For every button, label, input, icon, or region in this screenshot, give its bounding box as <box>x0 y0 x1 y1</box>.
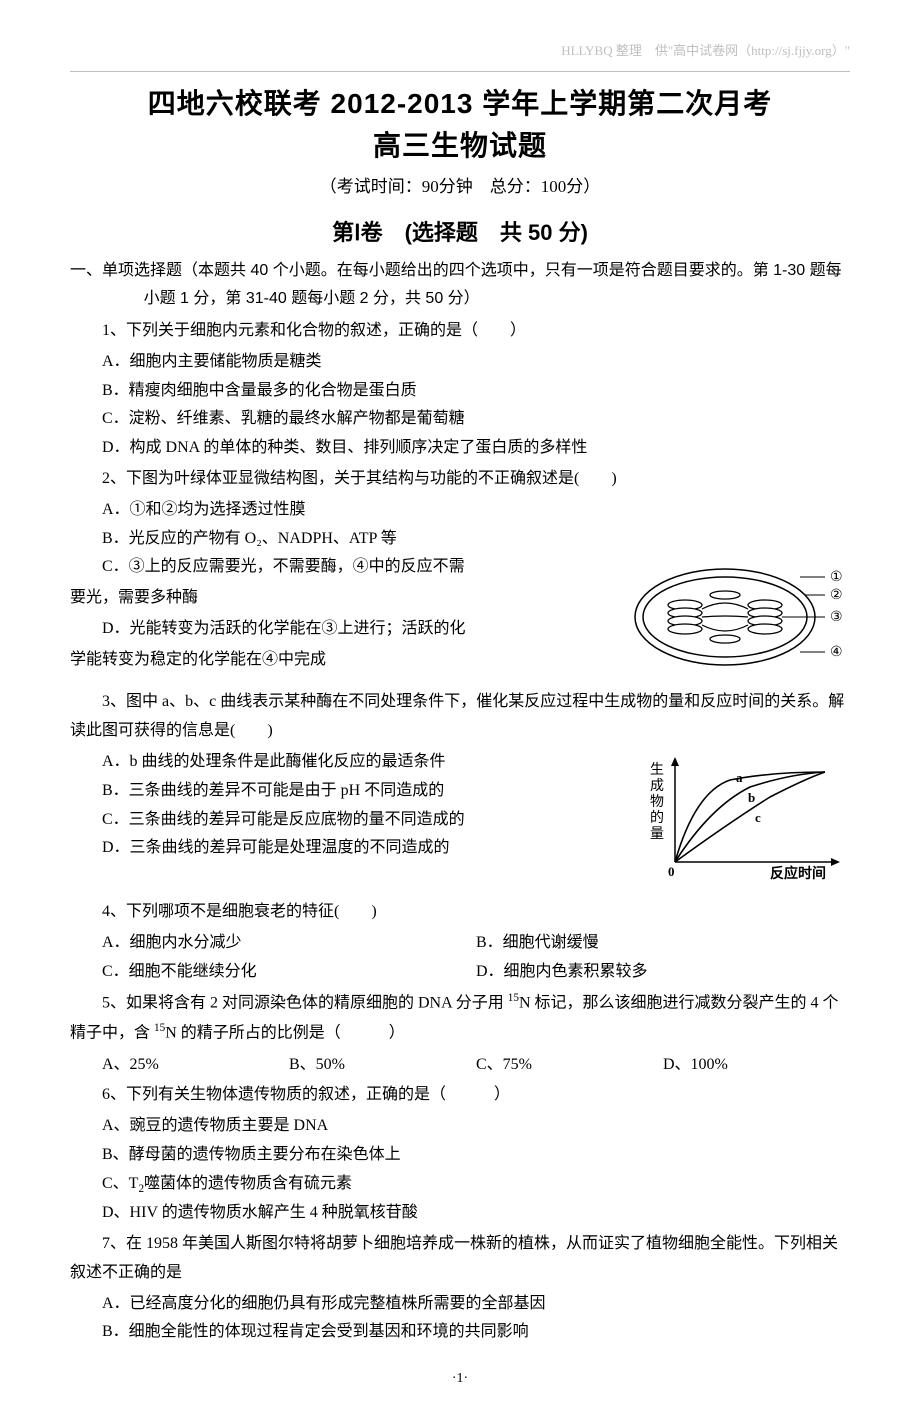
q1-stem: 1、下列关于细胞内元素和化合物的叙述，正确的是（ ） <box>70 317 850 346</box>
q4-opt-c: C．细胞不能继续分化 <box>102 958 476 987</box>
chart-origin: 0 <box>668 864 675 879</box>
q4-opt-b: B．细胞代谢缓慢 <box>476 929 850 958</box>
q4-opt-d: D．细胞内色素积累较多 <box>476 958 850 987</box>
chloroplast-figure: ① ② ③ ④ <box>630 557 850 682</box>
q1-opt-d: D．构成 DNA 的单体的种类、数目、排列顺序决定了蛋白质的多样性 <box>70 434 850 463</box>
q7-opt-b: B．细胞全能性的体现过程肯定会受到基因和环境的共同影响 <box>70 1318 850 1347</box>
q6-opt-d: D、HIV 的遗传物质水解产生 4 种脱氧核苷酸 <box>70 1199 850 1228</box>
fig-label-1: ① <box>830 570 843 585</box>
q7-stem: 7、在 1958 年美国人斯图尔特将胡萝卜细胞培养成一株新的植株，从而证实了植物… <box>70 1230 850 1288</box>
q6-opt-c-pre: C、T <box>102 1175 138 1192</box>
chart-ylabel-2: 成 <box>650 778 664 794</box>
section-1-heading: 第Ⅰ卷 (选择题 共 50 分) <box>70 215 850 247</box>
curve-label-a: a <box>736 770 743 785</box>
q2-opt-a: A．①和②均为选择透过性膜 <box>70 496 850 525</box>
chart-xlabel: 反应时间 <box>770 865 826 882</box>
q3-stem: 3、图中 a、b、c 曲线表示某种酶在不同处理条件下，催化某反应过程中生成物的量… <box>70 688 850 746</box>
q5-opt-c: C、75% <box>476 1051 663 1080</box>
q2-opt-d-pre: D．光能转变为活跃的化学能在③上进行；活跃的化 <box>102 620 466 637</box>
header-rule <box>70 71 850 72</box>
chart-ylabel-3: 物 <box>650 794 664 810</box>
q6-stem: 6、下列有关生物体遗传物质的叙述，正确的是（ ） <box>70 1081 850 1110</box>
q5-opt-d: D、100% <box>663 1051 850 1080</box>
q5-opt-a: A、25% <box>102 1051 289 1080</box>
q5-opt-b: B、50% <box>289 1051 476 1080</box>
fig-label-2: ② <box>830 588 843 603</box>
q1-opt-c: C．淀粉、纤维素、乳糖的最终水解产物都是葡萄糖 <box>70 405 850 434</box>
q2-stem: 2、下图为叶绿体亚显微结构图，关于其结构与功能的不正确叙述是( ) <box>70 465 850 494</box>
q5-stem-pre: 5、如果将含有 2 对同源染色体的精原细胞的 DNA 分子用 <box>102 995 508 1012</box>
q6-opt-c: C、T2噬菌体的遗传物质含有硫元素 <box>70 1170 850 1199</box>
q5-stem-mid2: N 的精子所占的比例是（ ） <box>165 1025 405 1042</box>
q5-stem: 5、如果将含有 2 对同源染色体的精原细胞的 DNA 分子用 15N 标记，那么… <box>70 988 850 1048</box>
page-number: ·1· <box>70 1371 850 1387</box>
q4-stem: 4、下列哪项不是细胞衰老的特征( ) <box>70 898 850 927</box>
chart-ylabel-4: 的 <box>650 810 664 826</box>
exam-info: （考试时间：90分钟 总分：100分） <box>70 172 850 197</box>
exam-title-line2: 高三生物试题 <box>70 124 850 164</box>
q2-opt-c-pre: C．③上的反应需要光，不需要酶，④中的反应不需 <box>102 558 465 575</box>
page-header: HLLYBQ 整理 供"高中试卷网（http://sj.fjjy.org）" <box>70 40 850 65</box>
curve-label-b: b <box>748 790 755 805</box>
q6-opt-b: B、酵母菌的遗传物质主要分布在染色体上 <box>70 1141 850 1170</box>
curve-label-c: c <box>755 810 761 825</box>
q4-opt-a: A．细胞内水分减少 <box>102 929 476 958</box>
q2-opt-b: B．光反应的产物有 O₂、NADPH、ATP 等 <box>70 525 850 554</box>
q7-opt-a: A．已经高度分化的细胞仍具有形成完整植株所需要的全部基因 <box>70 1290 850 1319</box>
chart-ylabel-5: 量 <box>650 826 664 842</box>
q1-opt-a: A．细胞内主要储能物质是糖类 <box>70 348 850 377</box>
fig-label-4: ④ <box>830 645 843 660</box>
exam-title-line1: 四地六校联考 2012-2013 学年上学期第二次月考 <box>70 82 850 122</box>
fig-label-3: ③ <box>830 610 843 625</box>
chart-ylabel-1: 生 <box>650 762 664 778</box>
q6-opt-c-post: 噬菌体的遗传物质含有硫元素 <box>144 1175 352 1192</box>
q6-opt-a: A、豌豆的遗传物质主要是 DNA <box>70 1112 850 1141</box>
q1-opt-b: B．精瘦肉细胞中含量最多的化合物是蛋白质 <box>70 377 850 406</box>
curve-chart-figure: a b c 生 成 物 的 量 0 反应时间 <box>640 752 850 892</box>
section-1-instruction: 一、单项选择题（本题共 40 个小题。在每小题给出的四个选项中，只有一项是符合题… <box>70 257 850 313</box>
